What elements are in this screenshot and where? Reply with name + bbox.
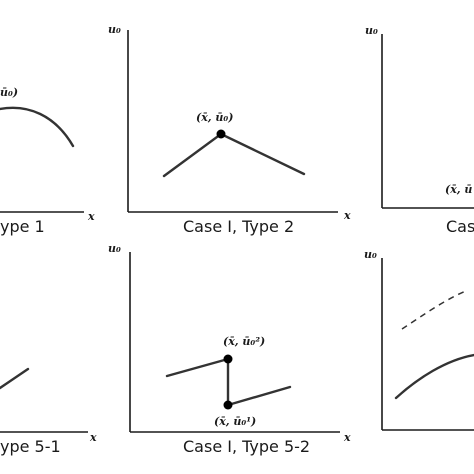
segment-curve bbox=[0, 367, 30, 390]
right-segment bbox=[226, 385, 292, 407]
kinked-curve bbox=[162, 132, 306, 178]
panel-caption: Case I, Type 2 bbox=[183, 217, 294, 236]
point-label: (x̄, ū₀) bbox=[196, 111, 233, 124]
dashed-curve bbox=[401, 289, 469, 330]
solid-curve bbox=[394, 353, 474, 400]
y-axis-label: u₀ bbox=[364, 248, 377, 261]
upper-point bbox=[223, 354, 233, 364]
panel-caption: Cas bbox=[446, 217, 474, 236]
panel-caption: ype 5-1 bbox=[0, 437, 61, 456]
panel-case-i-type-2: u₀ x (x̄, ū₀) Case I, Type 2 bbox=[108, 23, 351, 236]
y-axis-label: u₀ bbox=[365, 24, 378, 37]
kink-point bbox=[216, 129, 226, 139]
panel-caption: ype 1 bbox=[0, 217, 45, 236]
point-label: ū₀) bbox=[0, 86, 18, 99]
panel-caption: Case I, Type 5-2 bbox=[183, 437, 310, 456]
panel-type-5-1: x ype 5-1 bbox=[0, 367, 97, 456]
panel-case-6: u₀ bbox=[364, 248, 474, 431]
lower-point-label: (x̄, ū₀¹) bbox=[214, 415, 256, 428]
lower-point bbox=[223, 400, 233, 410]
y-axis-label: u₀ bbox=[108, 242, 121, 255]
panel-case-i-type-5-2: u₀ x (x̄, ū₀²) (x̄, ū₀¹) Case I, Type 5-… bbox=[108, 242, 351, 456]
concave-curve bbox=[0, 106, 75, 148]
x-axis-label: x bbox=[343, 209, 351, 222]
left-segment bbox=[165, 357, 230, 378]
y-axis-label: u₀ bbox=[108, 23, 121, 36]
upper-point-label: (x̄, ū₀²) bbox=[223, 335, 265, 348]
x-axis-label: x bbox=[87, 210, 95, 223]
point-label: (x̄, ū bbox=[445, 183, 472, 196]
x-axis-label: x bbox=[89, 431, 97, 444]
x-axis-label: x bbox=[343, 431, 351, 444]
panel-type-1: x ū₀) ype 1 bbox=[0, 86, 95, 236]
panel-case-3: u₀ (x̄, ū Cas bbox=[365, 24, 474, 236]
